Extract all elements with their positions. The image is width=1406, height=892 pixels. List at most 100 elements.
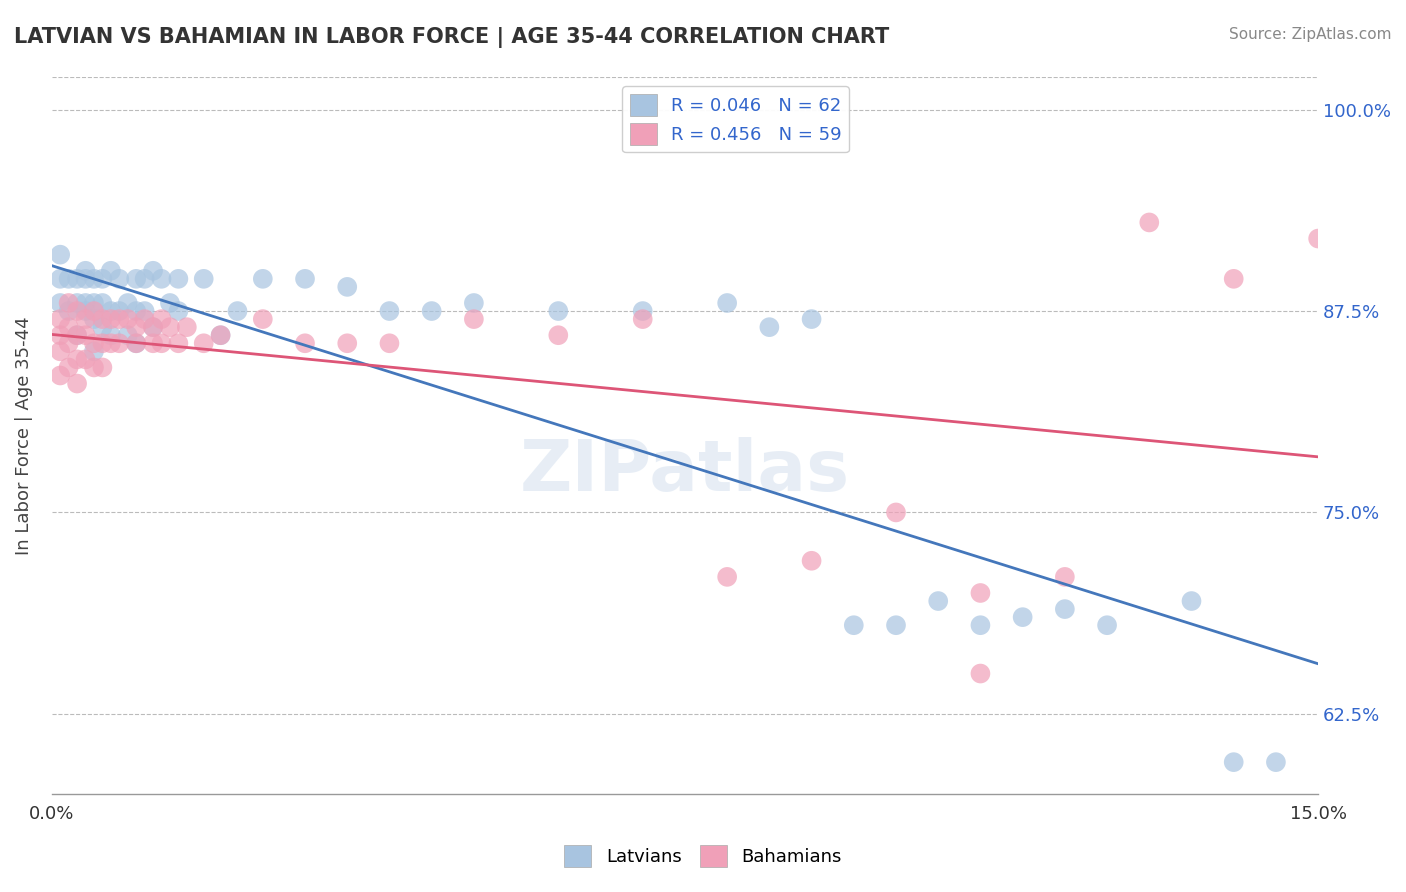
Point — [1053, 570, 1076, 584]
Point — [159, 320, 181, 334]
Point — [83, 312, 105, 326]
Point — [1180, 594, 1202, 608]
Point — [1264, 755, 1286, 769]
Point — [75, 352, 97, 367]
Point — [75, 304, 97, 318]
Point — [1137, 215, 1160, 229]
Point — [49, 328, 72, 343]
Point — [167, 304, 190, 318]
Point — [884, 505, 907, 519]
Point — [66, 352, 89, 367]
Point — [91, 296, 114, 310]
Point — [1053, 602, 1076, 616]
Point — [969, 666, 991, 681]
Point — [83, 296, 105, 310]
Point — [83, 336, 105, 351]
Point — [1308, 231, 1330, 245]
Point — [150, 272, 173, 286]
Point — [66, 272, 89, 286]
Legend: R = 0.046   N = 62, R = 0.456   N = 59: R = 0.046 N = 62, R = 0.456 N = 59 — [623, 87, 849, 153]
Point — [49, 296, 72, 310]
Point — [159, 296, 181, 310]
Point — [547, 304, 569, 318]
Point — [75, 328, 97, 343]
Point — [100, 304, 122, 318]
Point — [66, 328, 89, 343]
Point — [209, 328, 232, 343]
Point — [49, 312, 72, 326]
Point — [927, 594, 949, 608]
Point — [117, 312, 139, 326]
Point — [420, 304, 443, 318]
Point — [716, 296, 738, 310]
Point — [125, 272, 148, 286]
Point — [547, 328, 569, 343]
Point — [631, 304, 654, 318]
Point — [100, 264, 122, 278]
Point — [1222, 272, 1244, 286]
Point — [758, 320, 780, 334]
Point — [83, 272, 105, 286]
Point — [49, 344, 72, 359]
Point — [378, 304, 401, 318]
Point — [66, 304, 89, 318]
Point — [58, 304, 80, 318]
Point — [167, 272, 190, 286]
Point — [142, 320, 165, 334]
Point — [58, 296, 80, 310]
Point — [1095, 618, 1118, 632]
Point — [1011, 610, 1033, 624]
Point — [75, 272, 97, 286]
Point — [134, 272, 156, 286]
Point — [134, 304, 156, 318]
Point — [631, 312, 654, 326]
Point — [66, 328, 89, 343]
Point — [294, 336, 316, 351]
Point — [58, 360, 80, 375]
Point — [108, 304, 131, 318]
Point — [49, 368, 72, 383]
Point — [91, 336, 114, 351]
Text: Source: ZipAtlas.com: Source: ZipAtlas.com — [1229, 27, 1392, 42]
Point — [176, 320, 198, 334]
Point — [100, 312, 122, 326]
Point — [91, 360, 114, 375]
Point — [252, 272, 274, 286]
Point — [125, 336, 148, 351]
Point — [336, 336, 359, 351]
Text: ZIPatlas: ZIPatlas — [520, 437, 851, 507]
Point — [66, 376, 89, 391]
Legend: Latvians, Bahamians: Latvians, Bahamians — [557, 838, 849, 874]
Point — [142, 336, 165, 351]
Point — [969, 586, 991, 600]
Point — [800, 554, 823, 568]
Point — [49, 247, 72, 261]
Point — [91, 312, 114, 326]
Point — [209, 328, 232, 343]
Point — [294, 272, 316, 286]
Point — [463, 296, 485, 310]
Point — [91, 320, 114, 334]
Point — [193, 272, 215, 286]
Point — [142, 264, 165, 278]
Point — [252, 312, 274, 326]
Point — [800, 312, 823, 326]
Point — [226, 304, 249, 318]
Point — [125, 336, 148, 351]
Point — [83, 360, 105, 375]
Point — [716, 570, 738, 584]
Point — [167, 336, 190, 351]
Point — [66, 296, 89, 310]
Point — [150, 312, 173, 326]
Point — [117, 328, 139, 343]
Text: LATVIAN VS BAHAMIAN IN LABOR FORCE | AGE 35-44 CORRELATION CHART: LATVIAN VS BAHAMIAN IN LABOR FORCE | AGE… — [14, 27, 890, 48]
Point — [58, 272, 80, 286]
Point — [142, 320, 165, 334]
Point — [100, 336, 122, 351]
Point — [117, 296, 139, 310]
Point — [150, 336, 173, 351]
Point — [83, 304, 105, 318]
Point — [125, 304, 148, 318]
Point — [75, 296, 97, 310]
Point — [969, 618, 991, 632]
